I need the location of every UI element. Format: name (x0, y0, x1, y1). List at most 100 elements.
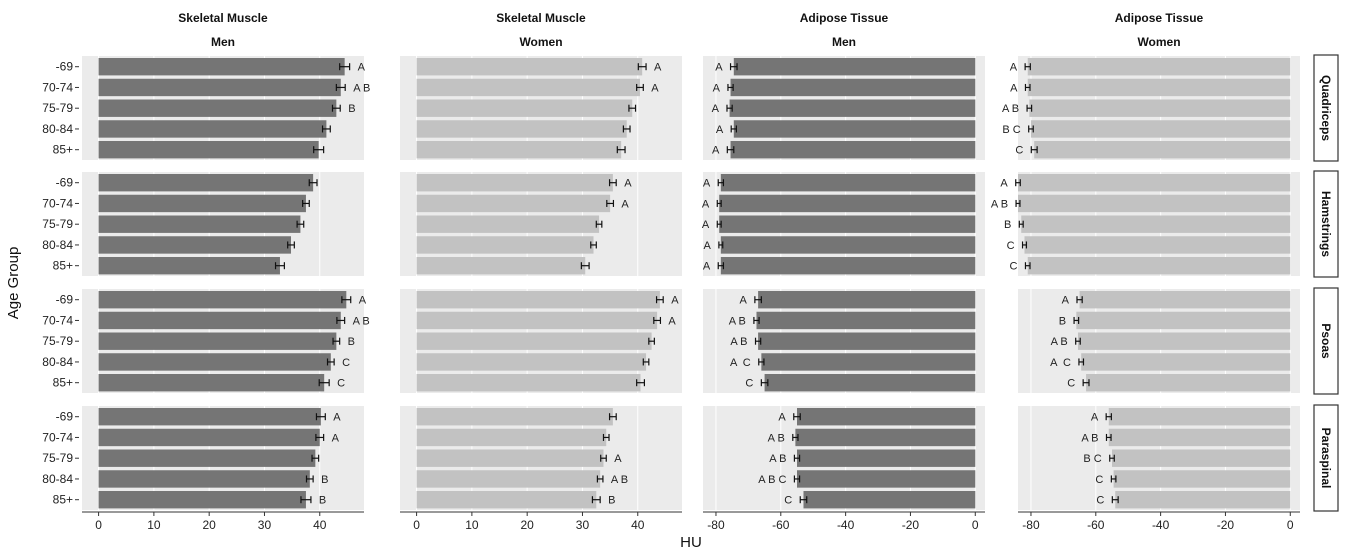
y-tick-label: 85+ (53, 259, 73, 273)
y-tick-label: -69 (56, 176, 74, 190)
x-tick-label: 30 (258, 518, 272, 532)
significance-label: A (671, 295, 679, 307)
bar (416, 257, 586, 275)
y-tick-label: 85+ (53, 376, 73, 390)
strip-label: Hamstrings (1319, 191, 1333, 257)
bar (1076, 311, 1291, 330)
bar (730, 78, 976, 97)
panel-psoas-at-women: AB A B A C C (1018, 289, 1300, 393)
x-tick-label: -20 (1217, 518, 1235, 532)
panel-paraspinal-sm-men: AA BB (82, 406, 364, 510)
significance-label: A (1010, 62, 1018, 74)
column-title-sm-men: Skeletal Muscle (178, 11, 268, 25)
y-axis-title: Age Group (5, 247, 22, 320)
bar (758, 291, 976, 309)
significance-label: A C (1050, 357, 1071, 369)
significance-label: A (333, 412, 341, 424)
bar (797, 470, 976, 488)
significance-label: C (1096, 495, 1104, 507)
bar (98, 58, 345, 76)
bar (416, 353, 647, 371)
strip-quadriceps: Quadriceps (1313, 54, 1339, 162)
significance-label: A (712, 145, 720, 157)
bar (758, 332, 976, 350)
significance-label: A (703, 261, 711, 273)
bar (416, 99, 633, 117)
significance-label: A B (1002, 103, 1019, 115)
significance-label: B (348, 336, 355, 348)
x-tick-label: -60 (1087, 518, 1105, 532)
significance-label: A (703, 178, 711, 190)
significance-label: B (348, 103, 355, 115)
significance-label: C (1067, 378, 1075, 390)
x-tick-label: 0 (972, 518, 979, 532)
bar (98, 174, 314, 192)
x-tick-label: -40 (837, 518, 855, 532)
y-tick-label: 75-79 (42, 451, 73, 465)
bar (1024, 236, 1291, 254)
x-tick-label: -40 (1152, 518, 1170, 532)
panel-quadriceps-sm-men: A A B B (82, 56, 370, 160)
significance-label: A B (729, 315, 746, 327)
significance-label: A (712, 103, 720, 115)
significance-label: A C (730, 357, 751, 369)
bar (1112, 449, 1291, 467)
y-tick-label: -69 (56, 293, 74, 307)
panel-psoas-sm-women: AA (400, 289, 682, 393)
bar (1077, 332, 1291, 350)
bar (416, 470, 601, 488)
y-tick-label: 75-79 (42, 217, 73, 231)
bar (98, 449, 316, 467)
bar (764, 374, 976, 392)
y-tick-label: -69 (56, 60, 74, 74)
bar (416, 58, 643, 76)
strip-box (1313, 404, 1339, 512)
bar (1086, 374, 1291, 392)
significance-label: C (342, 357, 350, 369)
significance-label: A (740, 295, 748, 307)
bar (1079, 291, 1291, 309)
x-tick-label: 0 (1287, 518, 1294, 532)
bar (795, 428, 976, 447)
panel-quadriceps-at-women: AA A B B C C (1002, 56, 1300, 160)
significance-label: A (614, 453, 622, 465)
bar (730, 141, 976, 159)
strip-label: Paraspinal (1319, 428, 1333, 489)
bar (416, 141, 622, 159)
bar (98, 428, 320, 447)
bar (98, 257, 280, 275)
panel-paraspinal-sm-women: A A B B (400, 406, 682, 510)
panel-quadriceps-sm-women: AA (400, 56, 682, 160)
y-tick-label: 80-84 (42, 355, 73, 369)
strip-hamstrings: Hamstrings (1313, 170, 1339, 278)
y-tick-label: 80-84 (42, 472, 73, 486)
x-tick-label: 20 (202, 518, 216, 532)
bar (416, 291, 660, 309)
significance-label: A B (1081, 432, 1098, 444)
significance-label: A B (991, 198, 1008, 210)
significance-label: A (1010, 82, 1018, 94)
significance-label: A (1062, 295, 1070, 307)
bar (416, 120, 627, 138)
significance-label: A (359, 295, 367, 307)
significance-label: B (608, 495, 615, 507)
column-subtitle-sm-women: Women (519, 35, 562, 49)
x-axis-at-men: -80 -60 -40 -20 0 (703, 511, 985, 532)
bar (98, 291, 347, 309)
significance-label: A (654, 62, 662, 74)
bar (1081, 353, 1291, 371)
y-tick-label: 70-74 (42, 80, 73, 94)
significance-label: B C (1002, 124, 1020, 136)
significance-label: A B (768, 432, 785, 444)
bar (803, 491, 976, 509)
significance-label: A B (769, 453, 786, 465)
bar (98, 141, 319, 159)
significance-label: A (702, 198, 710, 210)
x-tick-label: -80 (1022, 518, 1040, 532)
bar (1029, 99, 1291, 117)
